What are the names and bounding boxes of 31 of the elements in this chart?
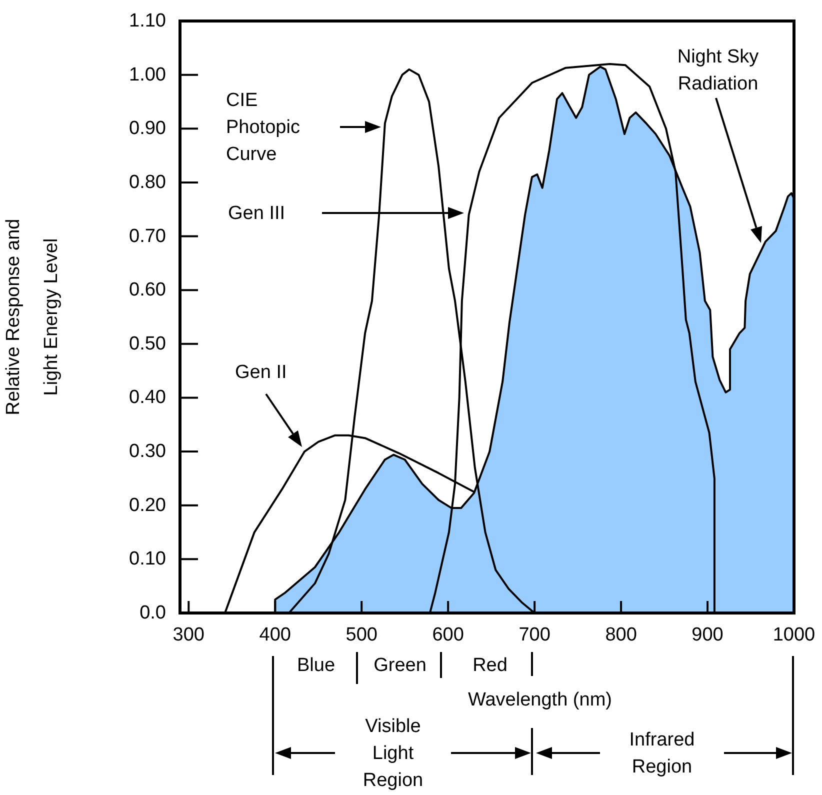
y-tick-label: 1.00	[129, 64, 166, 86]
text: Blue	[296, 654, 336, 676]
x-axis-title: Wavelength (nm)	[468, 690, 612, 710]
annotation: CIE Photopic Curve	[226, 90, 300, 164]
annotation: Gen III	[228, 202, 286, 224]
x-tick-label: 600	[432, 624, 464, 646]
y-tick-label: 0.90	[129, 118, 166, 140]
x-tick-label: 1000	[772, 624, 816, 646]
annotation: Gen II	[235, 362, 287, 382]
text: Visible Light Region	[362, 716, 424, 790]
text: Green	[374, 654, 426, 676]
y-tick-label: 0.0	[140, 602, 166, 624]
y-tick-label: 0.10	[129, 548, 166, 570]
x-tick-label: 300	[172, 624, 204, 646]
annotation: Night Sky Radiation	[677, 46, 760, 94]
x-tick-label: 800	[605, 624, 637, 646]
x-tick-label: 700	[518, 624, 550, 646]
y-tick-label: 0.80	[129, 172, 166, 193]
text: Infrared Region	[629, 729, 695, 777]
y-tick-label: 1.10	[129, 10, 166, 32]
y-tick-label: 0.50	[129, 333, 166, 354]
x-tick-label: 900	[692, 624, 724, 646]
y-tick-label: 0.60	[129, 280, 166, 301]
y-tick-label: 0.30	[129, 441, 166, 462]
y-tick-label: 0.20	[129, 494, 166, 516]
text: Red	[472, 654, 508, 676]
y-tick-label: 0.40	[129, 387, 166, 408]
x-tick-label: 500	[346, 624, 378, 646]
y-tick-label: 0.70	[129, 226, 166, 247]
x-tick-label: 400	[259, 624, 291, 646]
y-axis-title: Relative Response and Light Energy Level	[3, 218, 62, 416]
